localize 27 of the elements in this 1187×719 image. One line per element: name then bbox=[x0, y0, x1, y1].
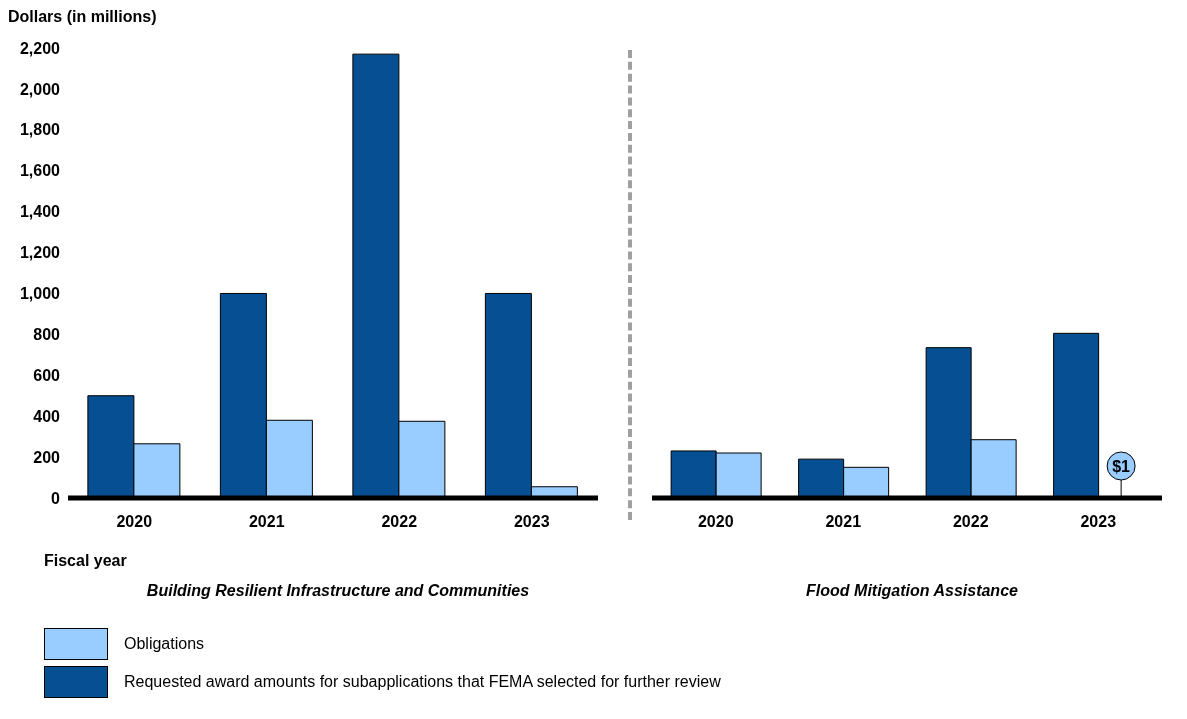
y-tick-label: 2,000 bbox=[19, 80, 61, 98]
x-tick-label: 2021 bbox=[825, 513, 862, 531]
legend-label: Obligations bbox=[124, 635, 205, 653]
y-axis-title: Dollars (in millions) bbox=[8, 8, 158, 27]
x-tick-label: 2020 bbox=[697, 513, 734, 531]
y-tick-label: 1,200 bbox=[19, 244, 61, 262]
data-label: $1 bbox=[1112, 457, 1131, 475]
y-tick-label: 1,600 bbox=[19, 162, 61, 180]
y-tick-label: 0 bbox=[51, 489, 61, 507]
x-axis-title: Fiscal year bbox=[44, 552, 128, 571]
text: Building Resilient Infrastructure and Communities bbox=[145, 582, 531, 600]
y-tick-label: 1,400 bbox=[19, 203, 61, 221]
y-tick-label: 2,200 bbox=[19, 39, 61, 57]
x-tick-label: 2021 bbox=[248, 513, 285, 531]
y-tick-label: 200 bbox=[33, 448, 61, 466]
x-tick-label: 2023 bbox=[1080, 513, 1117, 531]
y-tick-label: 400 bbox=[33, 407, 61, 425]
x-tick-label: 2023 bbox=[513, 513, 550, 531]
text: Flood Mitigation Assistance bbox=[805, 582, 1019, 600]
x-tick-label: 2022 bbox=[381, 513, 418, 531]
y-tick-label: 600 bbox=[33, 366, 61, 384]
x-tick-label: 2022 bbox=[952, 513, 989, 531]
y-tick-label: 1,800 bbox=[19, 121, 61, 139]
x-tick-label: 2020 bbox=[116, 513, 153, 531]
legend-label: Requested award amounts for subapplications that FEMA selected for further review bbox=[124, 673, 721, 691]
y-tick-label: 800 bbox=[33, 326, 61, 344]
y-tick-label: 1,000 bbox=[19, 285, 61, 303]
